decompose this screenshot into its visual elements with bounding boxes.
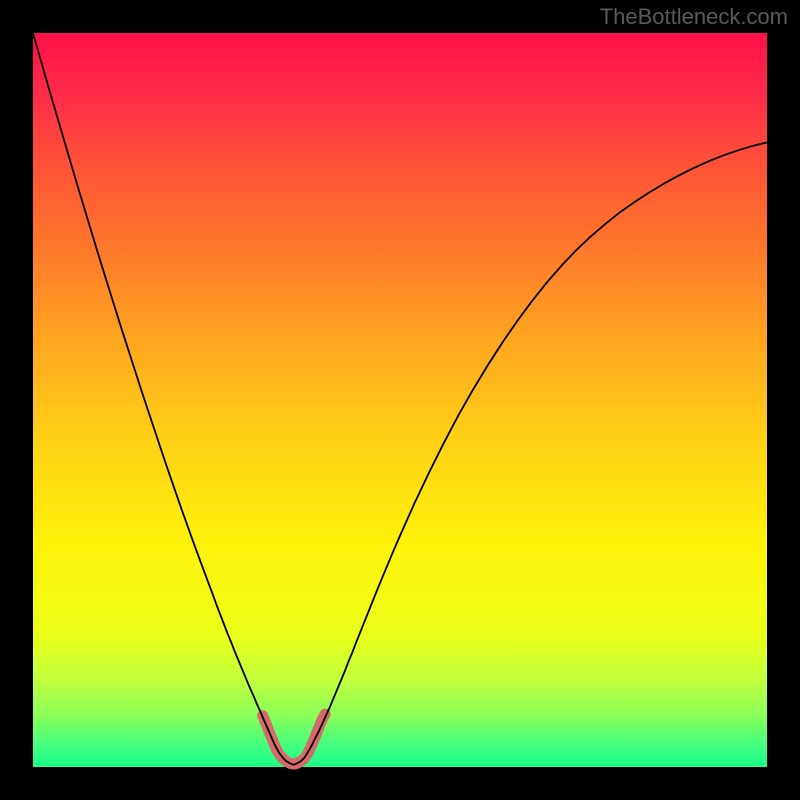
bottleneck-curve (33, 33, 767, 765)
curve-layer (33, 33, 767, 767)
watermark-text: TheBottleneck.com (600, 4, 788, 30)
plot-area (33, 33, 767, 767)
chart-container: TheBottleneck.com (0, 0, 800, 800)
